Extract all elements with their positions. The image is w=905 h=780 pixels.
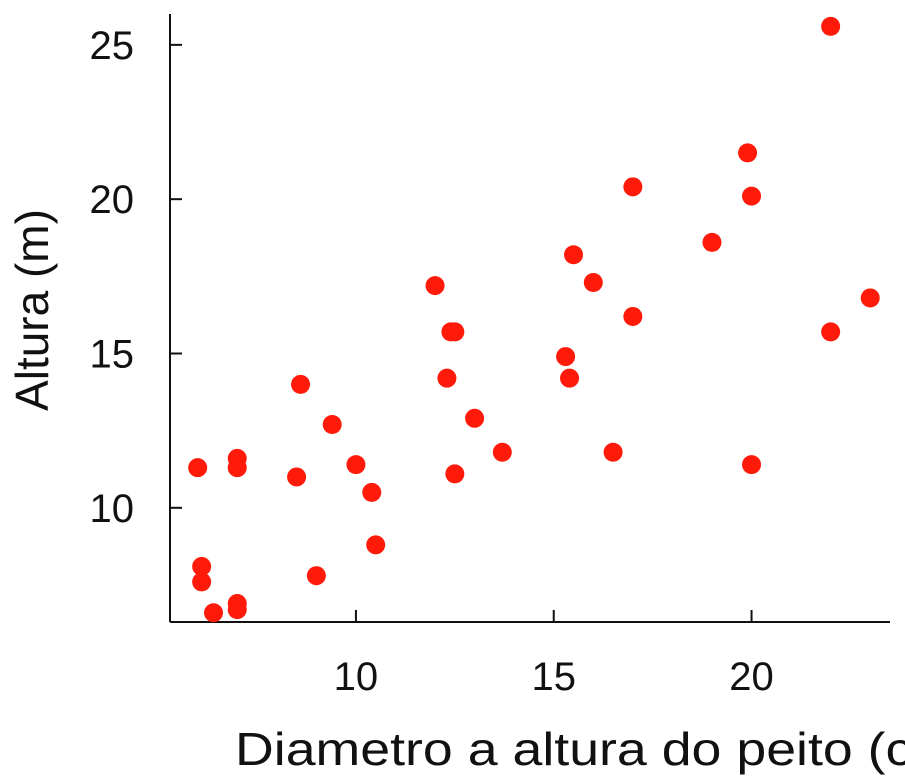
data-points bbox=[188, 16, 880, 623]
x-tick-label: 20 bbox=[729, 655, 774, 699]
data-point bbox=[204, 603, 224, 623]
data-point bbox=[742, 455, 762, 475]
data-point bbox=[821, 16, 841, 36]
y-tick-label: 10 bbox=[90, 487, 135, 531]
data-point bbox=[227, 458, 247, 478]
data-point bbox=[445, 464, 465, 484]
data-point bbox=[583, 273, 603, 293]
data-point bbox=[742, 186, 762, 206]
data-point bbox=[188, 458, 208, 478]
data-point bbox=[492, 442, 512, 462]
data-point bbox=[821, 322, 841, 342]
data-point bbox=[702, 232, 722, 252]
data-point bbox=[437, 368, 457, 388]
data-point bbox=[346, 455, 366, 475]
data-point bbox=[445, 322, 465, 342]
data-point bbox=[192, 556, 212, 576]
data-point bbox=[623, 306, 643, 326]
data-point bbox=[738, 143, 758, 163]
data-point bbox=[556, 347, 576, 367]
y-tick-label: 20 bbox=[90, 178, 135, 222]
x-axis-title: Diametro a altura do peito (cm) bbox=[235, 723, 905, 775]
data-point bbox=[366, 535, 386, 555]
data-point bbox=[362, 482, 382, 502]
y-ticks: 10 15 20 25 bbox=[90, 24, 182, 531]
data-point bbox=[564, 245, 584, 265]
data-point bbox=[306, 566, 326, 586]
data-point bbox=[227, 600, 247, 620]
axes bbox=[169, 14, 890, 623]
y-tick-label: 15 bbox=[90, 332, 135, 376]
data-point bbox=[322, 414, 342, 434]
data-point bbox=[425, 276, 445, 296]
y-tick-label: 25 bbox=[90, 24, 135, 68]
data-point bbox=[291, 374, 311, 394]
data-point bbox=[465, 408, 485, 428]
x-tick-label: 10 bbox=[334, 655, 379, 699]
x-ticks: 10 15 20 bbox=[334, 610, 774, 699]
x-tick-label: 15 bbox=[531, 655, 576, 699]
data-point bbox=[860, 288, 880, 308]
data-point bbox=[560, 368, 580, 388]
data-point bbox=[287, 467, 307, 487]
data-point bbox=[603, 442, 623, 462]
data-point bbox=[623, 177, 643, 197]
data-point bbox=[192, 572, 212, 592]
y-axis-title: Altura (m) bbox=[6, 209, 58, 411]
